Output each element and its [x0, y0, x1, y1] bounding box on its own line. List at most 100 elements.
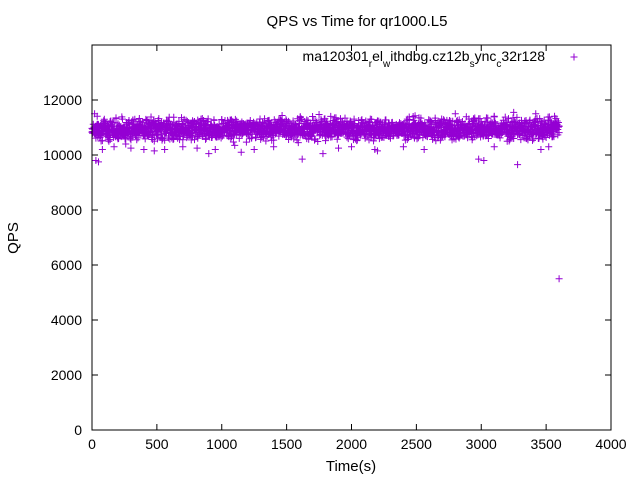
- y-axis-label: QPS: [5, 222, 22, 254]
- data-point: [388, 118, 396, 126]
- data-point-outlier: [532, 110, 540, 118]
- x-axis-ticks: 0 500 1000 1500 2000 2500 3000 3500 4000: [88, 45, 627, 452]
- data-point: [545, 113, 553, 121]
- data-point-outlier: [122, 140, 130, 148]
- data-point: [455, 116, 463, 124]
- x-axis-label: Time(s): [326, 458, 376, 475]
- data-point: [135, 114, 143, 122]
- data-point: [445, 117, 453, 125]
- data-point: [218, 115, 226, 123]
- data-point: [131, 115, 139, 123]
- data-point: [134, 134, 142, 142]
- data-point: [233, 117, 241, 125]
- data-point: [165, 120, 173, 128]
- x-tick-label: 4000: [595, 436, 626, 452]
- data-point: [421, 119, 429, 127]
- data-point: [403, 136, 411, 144]
- data-point: [323, 117, 331, 125]
- data-point: [242, 138, 250, 146]
- data-point-outlier: [179, 143, 187, 151]
- x-tick-label: 0: [88, 436, 96, 452]
- data-point: [440, 116, 448, 124]
- data-point: [448, 136, 456, 144]
- data-point-outlier: [348, 143, 355, 151]
- x-tick-label: 500: [145, 436, 169, 452]
- data-point: [517, 136, 525, 144]
- data-point: [539, 135, 547, 143]
- data-point-outlier: [537, 146, 545, 153]
- data-point: [484, 114, 492, 122]
- data-point: [490, 113, 498, 121]
- data-point: [327, 112, 335, 120]
- data-point-outlier: [309, 113, 317, 120]
- data-point: [229, 138, 237, 146]
- data-point: [262, 137, 270, 145]
- legend-marker-symbol: [570, 53, 578, 61]
- data-point: [553, 117, 561, 125]
- x-tick-label: 1000: [206, 436, 237, 452]
- data-point: [368, 115, 376, 123]
- data-point: [314, 138, 322, 146]
- data-point: [191, 136, 199, 144]
- data-point: [170, 113, 178, 121]
- data-point: [294, 139, 302, 147]
- y-tick-label: 6000: [51, 257, 82, 273]
- data-point: [526, 116, 534, 124]
- data-point: [333, 135, 341, 143]
- data-point-outlier: [94, 158, 102, 166]
- y-tick-label: 10000: [43, 147, 82, 163]
- data-point: [501, 113, 509, 121]
- data-point: [555, 122, 563, 130]
- data-point: [98, 137, 106, 145]
- data-point-outlier: [545, 143, 553, 151]
- data-point-outlier: [420, 146, 428, 153]
- data-point: [290, 135, 298, 143]
- data-point: [510, 134, 518, 142]
- data-point-outlier: [150, 147, 158, 155]
- x-tick-label: 2500: [401, 436, 432, 452]
- data-point-outlier: [140, 146, 148, 153]
- data-point: [513, 113, 521, 121]
- y-axis-ticks: 0 2000 4000 6000 8000 10000 12000: [43, 92, 611, 438]
- legend-marker: [570, 53, 578, 61]
- data-point: [555, 129, 563, 137]
- data-point: [169, 136, 177, 144]
- data-point: [353, 136, 361, 144]
- data-point: [550, 133, 558, 141]
- data-point: [265, 116, 273, 124]
- data-point: [411, 112, 419, 120]
- data-point-outlier: [105, 137, 113, 145]
- data-point: [529, 136, 537, 144]
- data-point: [183, 117, 191, 125]
- y-tick-label: 0: [74, 422, 82, 438]
- data-point-outlier: [490, 143, 498, 151]
- data-point: [496, 134, 504, 142]
- chart-title: QPS vs Time for qr1000.L5: [267, 13, 448, 30]
- data-point-outlier: [451, 110, 459, 118]
- data-point: [204, 115, 212, 123]
- y-tick-label: 4000: [51, 312, 82, 328]
- data-point: [110, 118, 118, 126]
- data-point: [179, 136, 187, 144]
- data-point-outlier: [250, 146, 258, 153]
- data-point: [476, 115, 484, 123]
- data-point-outlier: [270, 143, 278, 151]
- data-point-outlier: [98, 146, 106, 153]
- data-point: [423, 133, 431, 141]
- data-point-outlier: [237, 148, 245, 156]
- data-points: [88, 108, 563, 283]
- data-point-outlier: [110, 143, 118, 151]
- data-point: [161, 136, 169, 144]
- data-point-outlier: [514, 161, 522, 169]
- data-point: [210, 116, 218, 124]
- data-point-outlier: [480, 157, 488, 164]
- data-point: [315, 111, 323, 119]
- data-point: [362, 130, 370, 138]
- data-point: [504, 115, 512, 123]
- data-point: [155, 115, 163, 123]
- x-tick-label: 3000: [466, 436, 497, 452]
- data-point-outlier: [298, 155, 306, 163]
- data-point: [270, 136, 278, 144]
